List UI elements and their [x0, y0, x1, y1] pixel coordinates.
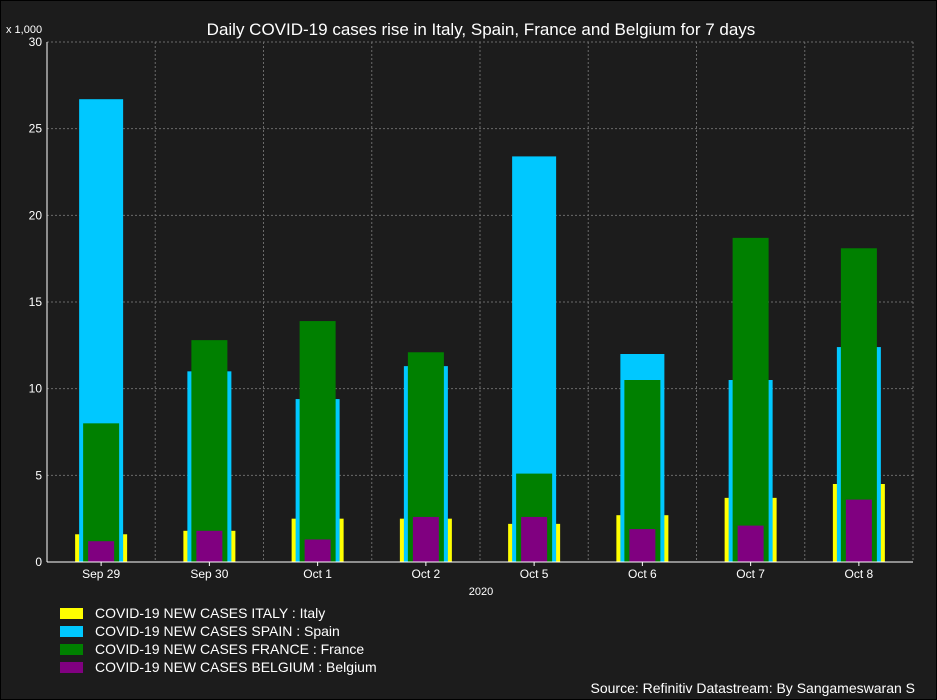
legend: COVID-19 NEW CASES ITALY : Italy COVID-19…: [60, 604, 377, 676]
legend-item-italy: COVID-19 NEW CASES ITALY : Italy: [60, 604, 377, 622]
y-axis-unit-label: x 1,000: [6, 24, 42, 36]
y-tick-label: 15: [29, 295, 43, 309]
bar-belgium-7: [845, 499, 872, 562]
bar-belgium-4: [521, 516, 548, 562]
bar-belgium-1: [196, 530, 223, 562]
bar-belgium-2: [304, 539, 331, 562]
legend-swatch: [60, 625, 83, 637]
x-tick-label: Sep 30: [190, 567, 228, 581]
source-note: Source: Refinitiv Datastream: By Sangame…: [590, 680, 915, 696]
legend-label: COVID-19 NEW CASES FRANCE : France: [95, 641, 365, 657]
y-tick-label: 5: [35, 468, 42, 482]
grid-lines: [47, 41, 914, 562]
legend-item-france: COVID-19 NEW CASES FRANCE : France: [60, 640, 377, 658]
legend-label: COVID-19 NEW CASES SPAIN : Spain: [95, 623, 340, 639]
x-axis-title: 2020: [469, 586, 493, 598]
legend-label: COVID-19 NEW CASES ITALY : Italy: [95, 605, 326, 621]
bar-france-1: [191, 340, 228, 562]
x-tick-label: Oct 7: [736, 567, 765, 581]
legend-label: COVID-19 NEW CASES BELGIUM : Belgium: [95, 659, 377, 675]
y-tick-label: 25: [29, 122, 43, 136]
x-tick-label: Oct 5: [520, 567, 549, 581]
y-tick-label: 20: [29, 208, 43, 222]
bar-belgium-6: [737, 525, 764, 562]
y-tick-label: 30: [29, 35, 43, 49]
x-tick-label: Oct 8: [845, 567, 874, 581]
legend-item-spain: COVID-19 NEW CASES SPAIN : Spain: [60, 622, 377, 640]
bar-france-6: [732, 237, 769, 562]
y-tick-label: 10: [29, 382, 43, 396]
x-tick-label: Oct 6: [628, 567, 657, 581]
bar-belgium-0: [88, 541, 115, 562]
x-tick-label: Oct 1: [303, 567, 332, 581]
x-tick-label: Sep 29: [82, 567, 120, 581]
legend-swatch: [60, 607, 83, 619]
bar-belgium-3: [412, 516, 439, 562]
y-tick-label: 0: [35, 555, 42, 569]
bar-france-2: [299, 321, 336, 562]
x-tick-label: Oct 2: [412, 567, 441, 581]
legend-swatch: [60, 643, 83, 655]
bar-belgium-5: [629, 529, 656, 562]
bar-france-0: [83, 423, 120, 562]
legend-item-belgium: COVID-19 NEW CASES BELGIUM : Belgium: [60, 658, 377, 676]
legend-swatch: [60, 661, 83, 673]
axis-layer: 0 5 10 15 20 25 30 Sep 29 Sep 30 Oct 1 Oct 2 Oct 5 O…: [29, 35, 913, 581]
chart-title: Daily COVID-19 cases rise in Italy, Spai…: [207, 20, 756, 39]
bar-layer: [75, 99, 885, 562]
